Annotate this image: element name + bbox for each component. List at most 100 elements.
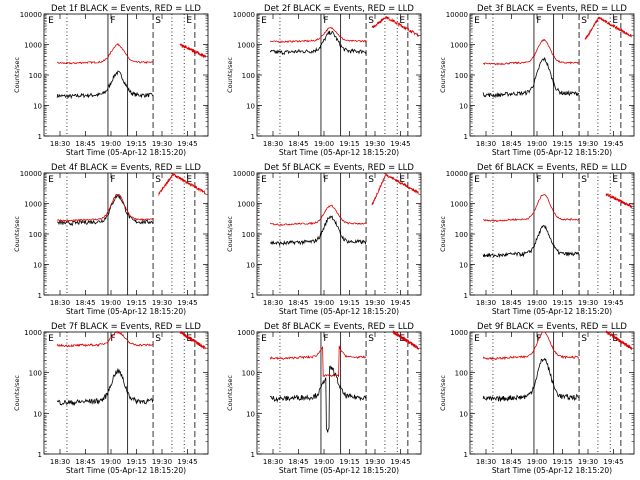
series-line-events (56, 70, 154, 100)
marker-label: E (261, 175, 267, 185)
y-tick-label: 10 (246, 103, 255, 111)
x-tick-label: 19:45 (390, 299, 410, 307)
y-tick-label: 10 (459, 103, 468, 111)
x-tick-label: 19:30 (152, 299, 172, 307)
x-axis-label: Start Time (05-Apr-12 18:15:20) (66, 307, 186, 316)
series-line-events (269, 215, 367, 247)
series-line-lld (179, 43, 206, 59)
series-line-lld (56, 193, 154, 223)
series-line-lld (482, 38, 580, 66)
marker-label: E (474, 16, 480, 26)
panel-4: Det 4f BLACK = Events, RED = LLD 1 10 100 10… (13, 163, 209, 316)
x-tick-label: 18:45 (75, 140, 95, 148)
x-tick-label: 19:30 (152, 458, 172, 466)
marker-label: F (110, 175, 115, 185)
series-line-lld (158, 172, 206, 196)
marker-label: F (323, 334, 328, 344)
marker-label: E (186, 175, 192, 185)
x-tick-label: 19:15 (552, 140, 572, 148)
y-tick-label: 100 (242, 231, 255, 239)
y-tick-label: 1 (464, 451, 468, 459)
y-tick-label: 1 (251, 133, 255, 141)
x-tick-label: 19:45 (603, 140, 623, 148)
y-axis-label: Counts/sec (439, 57, 447, 93)
series-line-lld (605, 192, 632, 209)
x-tick-label: 19:00 (314, 299, 334, 307)
x-tick-label: 18:45 (288, 299, 308, 307)
panel-title: Det 2f BLACK = Events, RED = LLD (264, 4, 414, 14)
y-axis-label: Counts/sec (226, 57, 234, 93)
y-tick-label: 10 (33, 410, 42, 418)
plot-frame (43, 172, 209, 296)
x-tick-label: 19:45 (390, 458, 410, 466)
x-tick-label: 18:30 (476, 299, 496, 307)
y-tick-label: 100 (29, 370, 42, 378)
y-tick-label: 1000 (237, 329, 255, 337)
x-tick-label: 18:45 (288, 458, 308, 466)
series-line-lld (56, 330, 154, 348)
marker-label: E (186, 16, 192, 26)
y-tick-label: 100 (455, 231, 468, 239)
plot-frame (469, 13, 635, 137)
y-axis-label: Counts/sec (226, 216, 234, 252)
x-tick-label: 19:15 (126, 299, 146, 307)
series-line-events (56, 194, 154, 226)
x-tick-label: 19:30 (578, 299, 598, 307)
y-tick-label: 1 (464, 292, 468, 300)
y-tick-label: 10000 (446, 170, 468, 178)
series-line-lld (179, 331, 206, 350)
x-tick-label: 19:00 (101, 458, 121, 466)
x-tick-label: 19:45 (177, 140, 197, 148)
x-axis-label: Start Time (05-Apr-12 18:15:20) (279, 148, 399, 157)
x-tick-label: 19:15 (552, 458, 572, 466)
panel-title: Det 1f BLACK = Events, RED = LLD (51, 4, 201, 14)
x-tick-label: 19:00 (527, 140, 547, 148)
y-tick-label: 1000 (450, 201, 468, 209)
x-tick-label: 18:30 (263, 299, 283, 307)
x-tick-label: 19:30 (365, 458, 385, 466)
series-line-lld (269, 204, 367, 226)
marker-label: S (155, 175, 161, 185)
y-tick-label: 1 (38, 451, 42, 459)
y-tick-label: 100 (242, 370, 255, 378)
x-tick-label: 19:30 (578, 140, 598, 148)
y-tick-label: 1000 (237, 201, 255, 209)
plot-frame (256, 331, 422, 455)
marker-label: F (323, 175, 328, 185)
panel-title: Det 3f BLACK = Events, RED = LLD (477, 4, 627, 14)
series-line-lld (371, 16, 419, 37)
x-tick-label: 19:15 (552, 299, 572, 307)
series-line-events (482, 224, 580, 259)
panel-title: Det 6f BLACK = Events, RED = LLD (477, 163, 627, 173)
x-tick-label: 18:45 (501, 140, 521, 148)
y-tick-label: 10 (459, 410, 468, 418)
y-tick-label: 10000 (446, 11, 468, 19)
y-tick-label: 100 (455, 72, 468, 80)
marker-label: E (48, 334, 54, 344)
panel-8: Det 8f BLACK = Events, RED = LLD 1 10 100 10… (226, 322, 422, 475)
marker-label: S (368, 16, 374, 26)
x-tick-label: 19:45 (177, 299, 197, 307)
x-tick-label: 19:30 (152, 140, 172, 148)
panel-title: Det 5f BLACK = Events, RED = LLD (264, 163, 414, 173)
marker-label: E (399, 175, 405, 185)
marker-label: S (581, 175, 587, 185)
series-line-lld (56, 42, 154, 65)
marker-label: E (261, 334, 267, 344)
x-tick-label: 19:45 (603, 299, 623, 307)
x-tick-label: 19:00 (314, 458, 334, 466)
marker-label: F (536, 16, 541, 26)
x-tick-label: 18:45 (75, 458, 95, 466)
x-axis-label: Start Time (05-Apr-12 18:15:20) (66, 148, 186, 157)
marker-label: E (48, 175, 54, 185)
x-tick-label: 18:45 (288, 140, 308, 148)
series-line-events (269, 30, 367, 56)
x-tick-label: 19:00 (101, 299, 121, 307)
panel-7: Det 7f BLACK = Events, RED = LLD 1 10 100 10… (13, 322, 209, 475)
y-axis-label: Counts/sec (439, 216, 447, 252)
x-tick-label: 18:45 (501, 458, 521, 466)
x-tick-label: 19:45 (390, 140, 410, 148)
x-axis-label: Start Time (05-Apr-12 18:15:20) (492, 307, 612, 316)
y-tick-label: 1 (251, 292, 255, 300)
